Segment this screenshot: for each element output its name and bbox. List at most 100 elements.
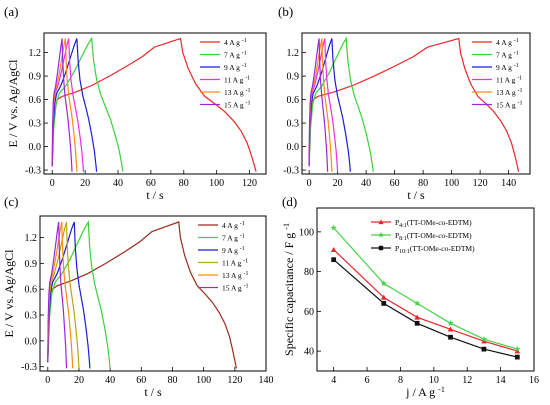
x-tick-label: 0 [307,178,312,189]
y-tick-label: 60 [304,307,314,318]
series-line [51,36,124,172]
x-tick-label: 8 [398,375,403,386]
panel-label: (d) [282,194,297,209]
legend-label: P8:1(TT-OMe-co-EDTM) [395,231,472,242]
series-line [51,38,73,172]
data-point-star [514,345,521,352]
y-axis-label: E / V vs. Ag/AgCl [2,249,16,338]
y-tick-label: -0.3 [21,362,37,373]
legend-label: 4 A g -1 [224,38,247,47]
legend-label: P4:1(TT-OMe-co-EDTM) [395,218,472,229]
x-tick-label: 80 [418,178,428,189]
x-tick-label: 140 [501,178,516,189]
legend-label: P10:1(TT-OMe-co-EDTM) [395,244,475,255]
y-tick-label: 0.3 [25,311,38,322]
data-point-triangle [481,338,487,344]
legend-label: 7 A g -1 [224,51,247,60]
x-tick-label: 10 [429,375,439,386]
legend-label: 9 A g -1 [496,63,519,72]
legend-label: 9 A g -1 [224,63,247,72]
plot-frame [43,32,267,175]
series-line [308,38,329,172]
x-tick-label: 20 [74,375,84,386]
y-tick-label: -0.3 [283,166,299,177]
legend-label: 4 A g -1 [496,38,519,47]
series-line [47,221,237,369]
legend-label: 11 A g -1 [222,259,248,268]
series-line [308,38,351,172]
x-tick-label: 16 [529,375,539,386]
plot-frame [316,207,535,372]
data-point-triangle [414,314,420,320]
series-line [47,221,91,369]
x-tick-label: 80 [179,178,189,189]
x-tick-label: 12 [462,375,472,386]
x-tick-label: 100 [444,178,459,189]
y-tick-label: 100 [299,227,314,238]
data-point-triangle [514,348,521,354]
data-point-square [481,346,487,352]
data-point-triangle [378,219,384,225]
series-line [333,227,518,350]
y-tick-label: 40 [304,347,314,358]
series-line [308,37,520,172]
series-line [308,36,374,172]
y-tick-label: 0.9 [25,259,38,270]
panel-a: 0 20 40 60 80 100 120 -0.3 0.0 0.3 0.6 0.9 1.2 t / s E… [4,4,267,202]
data-point-square [331,257,337,263]
x-tick-label: 60 [146,178,156,189]
x-tick-label: 4 [331,375,336,386]
legend-label: 15 A g -1 [496,101,522,110]
data-point-star [378,231,384,238]
y-tick-label: 0.9 [287,72,300,83]
legend-label: 9 A g -1 [222,246,245,255]
legend-label: 13 A g -1 [222,271,248,280]
x-tick-label: 60 [136,375,146,386]
y-tick-label: 80 [304,267,314,278]
data-point-square [448,334,453,340]
series-line [333,249,518,352]
legend-label: 15 A g -1 [224,101,250,110]
x-axis-label: j / A g -1 [405,385,445,399]
data-point-square [381,301,387,306]
y-tick-label: 0.6 [29,95,42,106]
x-tick-label: 140 [259,375,274,386]
series-line [333,259,518,358]
y-tick-label: 0.0 [25,336,38,347]
plot-frame [301,32,531,175]
y-axis-label: Specific capacitance / F g -1 [282,223,296,356]
x-tick-label: 40 [105,375,115,386]
panel-label: (a) [4,4,18,19]
y-tick-label: 1.2 [25,233,38,244]
panel-b: 0 20 40 60 80 100 120 140 -0.3 0.0 0.3 0.6 0.9 1.2 t /… [278,4,531,202]
x-axis-label: t / s [144,385,162,399]
series-line [51,38,85,172]
y-tick-label: 0.6 [287,95,300,106]
series-line [47,221,80,369]
panel-d: 4 6 8 10 12 14 16 40 60 80 100 j / A g -1 Specific c… [282,194,539,399]
x-tick-label: 100 [196,375,211,386]
x-axis-label: t / s [407,188,425,202]
data-point-triangle [447,326,454,332]
y-tick-label: -0.3 [25,166,41,177]
y-tick-label: 1.2 [29,48,42,59]
x-tick-label: 100 [209,178,224,189]
legend-label: 11 A g -1 [224,76,250,85]
x-tick-label: 0 [45,375,50,386]
panel-c: 0 20 40 60 80 100 120 140 -0.3 0.0 0.3 0.6 0.9 1.2 t /… [2,194,274,399]
y-tick-label: 0.6 [25,285,38,296]
x-tick-label: 60 [390,178,400,189]
legend-label: 11 A g -1 [496,76,522,85]
x-tick-label: 120 [242,178,257,189]
plot-frame [39,215,267,372]
x-tick-label: 6 [365,375,370,386]
x-tick-label: 80 [167,375,177,386]
legend-label: 15 A g -1 [222,284,248,293]
x-tick-label: 40 [361,178,371,189]
data-point-star [480,335,488,342]
legend-label: 7 A g -1 [496,51,519,60]
x-tick-label: 14 [496,375,506,386]
x-tick-label: 120 [227,375,242,386]
y-tick-label: 0.3 [287,119,300,130]
data-point-star [330,224,337,231]
